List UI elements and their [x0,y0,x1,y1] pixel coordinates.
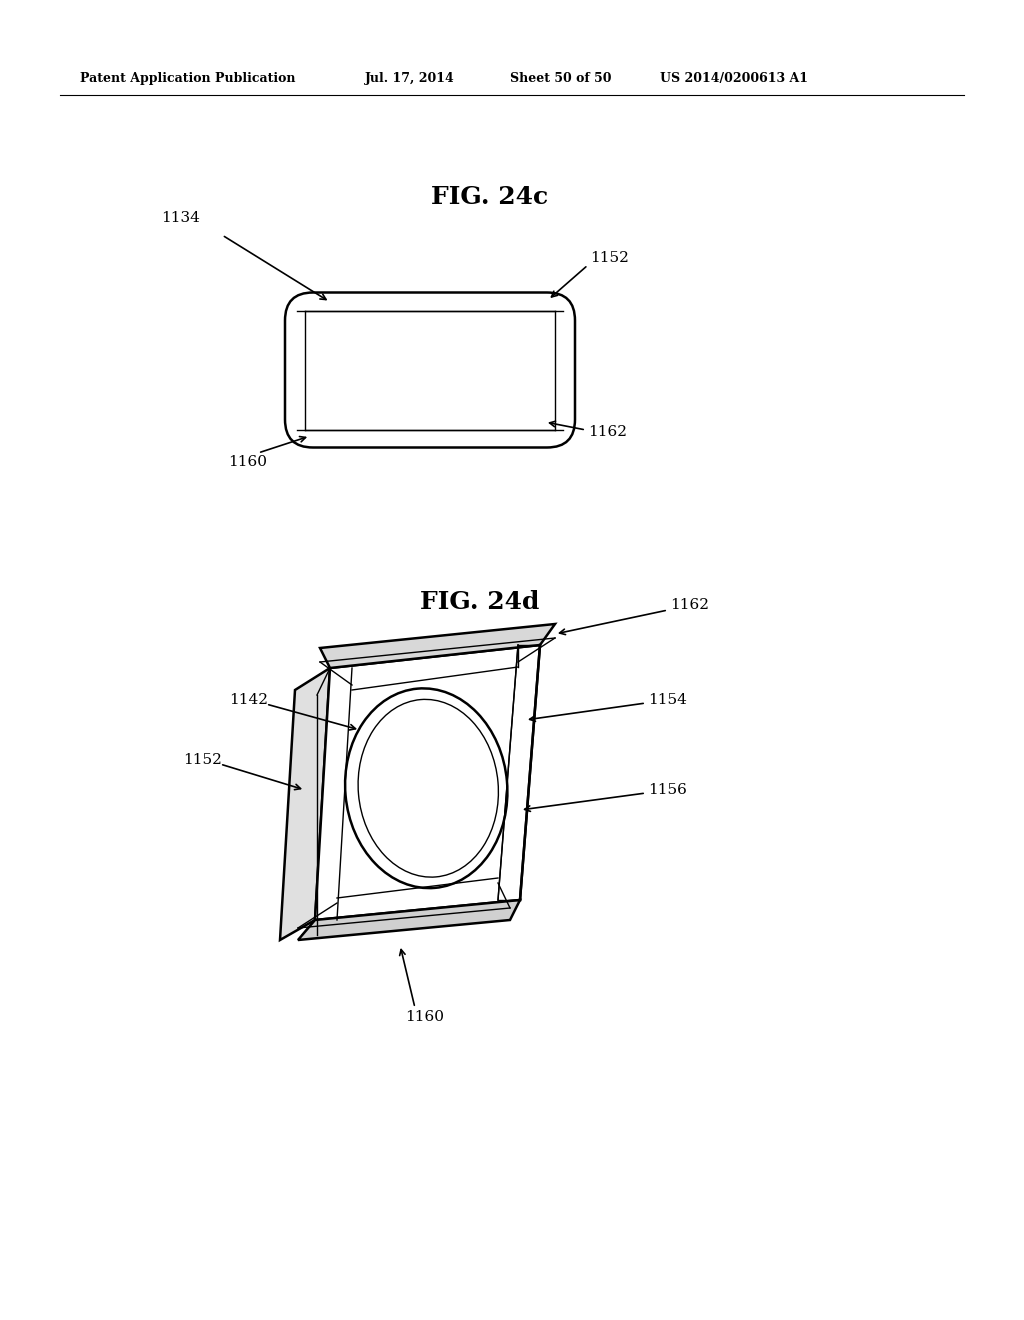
Text: Jul. 17, 2014: Jul. 17, 2014 [365,73,455,84]
Text: 1156: 1156 [648,783,687,797]
Polygon shape [319,624,555,668]
Text: FIG. 24d: FIG. 24d [420,590,540,614]
Text: 1162: 1162 [588,425,627,440]
Text: FIG. 24c: FIG. 24c [431,185,549,209]
Polygon shape [280,668,330,940]
Text: US 2014/0200613 A1: US 2014/0200613 A1 [660,73,808,84]
Text: Sheet 50 of 50: Sheet 50 of 50 [510,73,611,84]
Text: 1162: 1162 [670,598,709,612]
Text: 1142: 1142 [229,693,268,708]
Text: 1160: 1160 [406,1010,444,1024]
Text: 1160: 1160 [228,455,267,469]
Text: 1154: 1154 [648,693,687,708]
Text: 1152: 1152 [183,752,222,767]
Text: 1152: 1152 [590,251,629,265]
Polygon shape [315,645,540,920]
Polygon shape [298,900,520,940]
Text: 1134: 1134 [161,211,200,224]
Text: Patent Application Publication: Patent Application Publication [80,73,296,84]
